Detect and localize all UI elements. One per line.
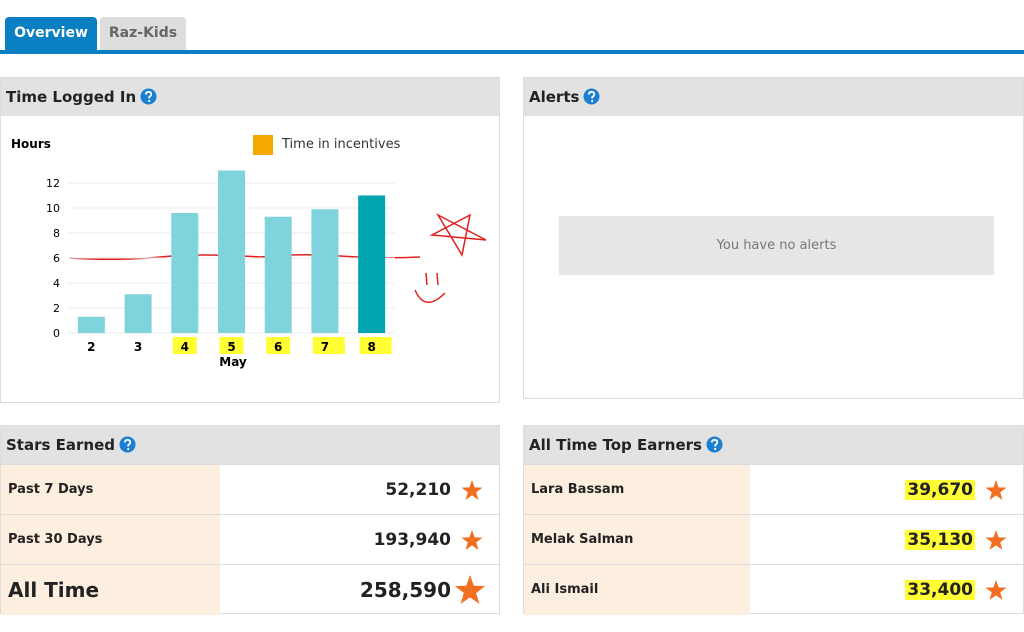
panel-title: Alerts: [529, 88, 580, 106]
legend-label: Time in incentives: [281, 137, 401, 152]
stat-row: Melak Salman 35,130: [524, 514, 1023, 565]
label-highlight: [359, 337, 392, 354]
highlights: [172, 337, 392, 354]
tab[interactable]: Overview: [5, 17, 97, 50]
star-shape: [985, 580, 1007, 600]
panel-header: All Time Top Earners: [524, 426, 1023, 464]
star-icon: [461, 480, 483, 500]
help-icon[interactable]: [583, 88, 600, 105]
stat-row: Past 7 Days 52,210: [1, 464, 499, 515]
help-dot: [591, 99, 594, 103]
row-label: Ali Ismail: [524, 565, 750, 615]
x-tick-label: 7: [321, 340, 329, 354]
tab-bar-line: [0, 50, 1024, 54]
star-icon: [985, 580, 1007, 600]
x-tick-label: 8: [367, 340, 375, 354]
tab[interactable]: Raz-Kids: [100, 17, 186, 50]
star-shape: [985, 480, 1007, 500]
help-dot: [127, 447, 130, 451]
row-label: Past 7 Days: [1, 465, 220, 515]
star-shape: [985, 530, 1007, 550]
help-mark: [145, 90, 153, 99]
stat-row: Past 30 Days 193,940: [1, 514, 499, 565]
label-highlight: [219, 337, 244, 354]
bar: [358, 195, 386, 333]
panel-header: Time Logged In: [1, 78, 499, 116]
label-highlight: [172, 337, 197, 354]
time-panel: Time Logged In: [0, 77, 500, 403]
star-shape: [461, 480, 483, 500]
stat-row: Lara Bassam 39,670: [524, 464, 1023, 515]
y-tick-label: 0: [53, 327, 60, 340]
panel-title: All Time Top Earners: [529, 436, 702, 454]
row-value: 33,400: [905, 580, 975, 600]
doodle-smiley: [414, 272, 446, 303]
earners-panel: All Time Top Earners Lara Bassam 39,670 Me…: [523, 425, 1024, 615]
y-tick-label: 4: [53, 277, 60, 290]
stat-row: Ali Ismail 33,400: [524, 564, 1023, 615]
label-highlight: [266, 337, 291, 354]
bar: [311, 209, 339, 333]
x-tick-label: 5: [227, 340, 235, 354]
help-icon[interactable]: [706, 436, 723, 453]
panel-header: Alerts: [524, 78, 1023, 116]
help-mark: [710, 438, 719, 447]
help-icon[interactable]: [119, 436, 136, 453]
y-tick-label: 6: [53, 252, 60, 265]
panel-title: Stars Earned: [6, 436, 115, 454]
doodle-star: [429, 213, 487, 258]
stars-panel: Stars Earned Past 7 Days 52,210 Past 30 Da…: [0, 425, 500, 615]
star-icon: [461, 530, 483, 550]
bar: [124, 294, 152, 333]
row-label: Melak Salman: [524, 515, 750, 565]
panel-header: Stars Earned: [1, 426, 499, 464]
bar: [218, 170, 245, 333]
star-shape: [454, 575, 486, 604]
row-value: 193,940: [373, 530, 451, 550]
bar: [171, 213, 199, 333]
x-tick-label: 3: [134, 340, 142, 354]
x-tick-label: 2: [87, 340, 95, 354]
row-label: Lara Bassam: [524, 465, 750, 515]
x-tick-label: 6: [274, 340, 282, 354]
row-value: 39,670: [905, 480, 975, 500]
y-tick-label: 2: [53, 302, 60, 315]
y-axis-label: Hours: [11, 137, 51, 151]
row-value: 258,590: [359, 578, 451, 602]
x-axis-label: May: [219, 355, 247, 369]
star-icon: [454, 575, 486, 604]
chart: Hours Time in incentives 0 2 4 6 8 10 12 2 3 4 5 6 7 8 M…: [11, 135, 487, 369]
alert-message: You have no alerts: [559, 216, 994, 275]
y-tick-label: 8: [53, 227, 60, 240]
help-dot: [714, 447, 717, 451]
bar: [264, 216, 292, 333]
y-tick-label: 10: [46, 202, 60, 215]
label-highlight: [312, 337, 345, 354]
row-label: All Time: [1, 565, 220, 615]
star-icon: [985, 530, 1007, 550]
x-tick-label: 4: [181, 340, 189, 354]
help-dot: [148, 99, 151, 103]
y-tick-label: 12: [46, 177, 60, 190]
stat-row: All Time 258,590: [1, 564, 499, 615]
bar: [77, 316, 105, 333]
help-mark: [123, 438, 132, 447]
star-icon: [985, 480, 1007, 500]
help-icon[interactable]: [140, 88, 157, 105]
alerts-panel: Alerts You have no alerts: [523, 77, 1024, 399]
row-value: 52,210: [385, 480, 451, 500]
star-shape: [461, 530, 483, 550]
help-mark: [588, 90, 596, 99]
row-label: Past 30 Days: [1, 515, 220, 565]
panel-title: Time Logged In: [6, 88, 137, 106]
row-value: 35,130: [905, 530, 975, 550]
legend-swatch: [253, 135, 273, 155]
